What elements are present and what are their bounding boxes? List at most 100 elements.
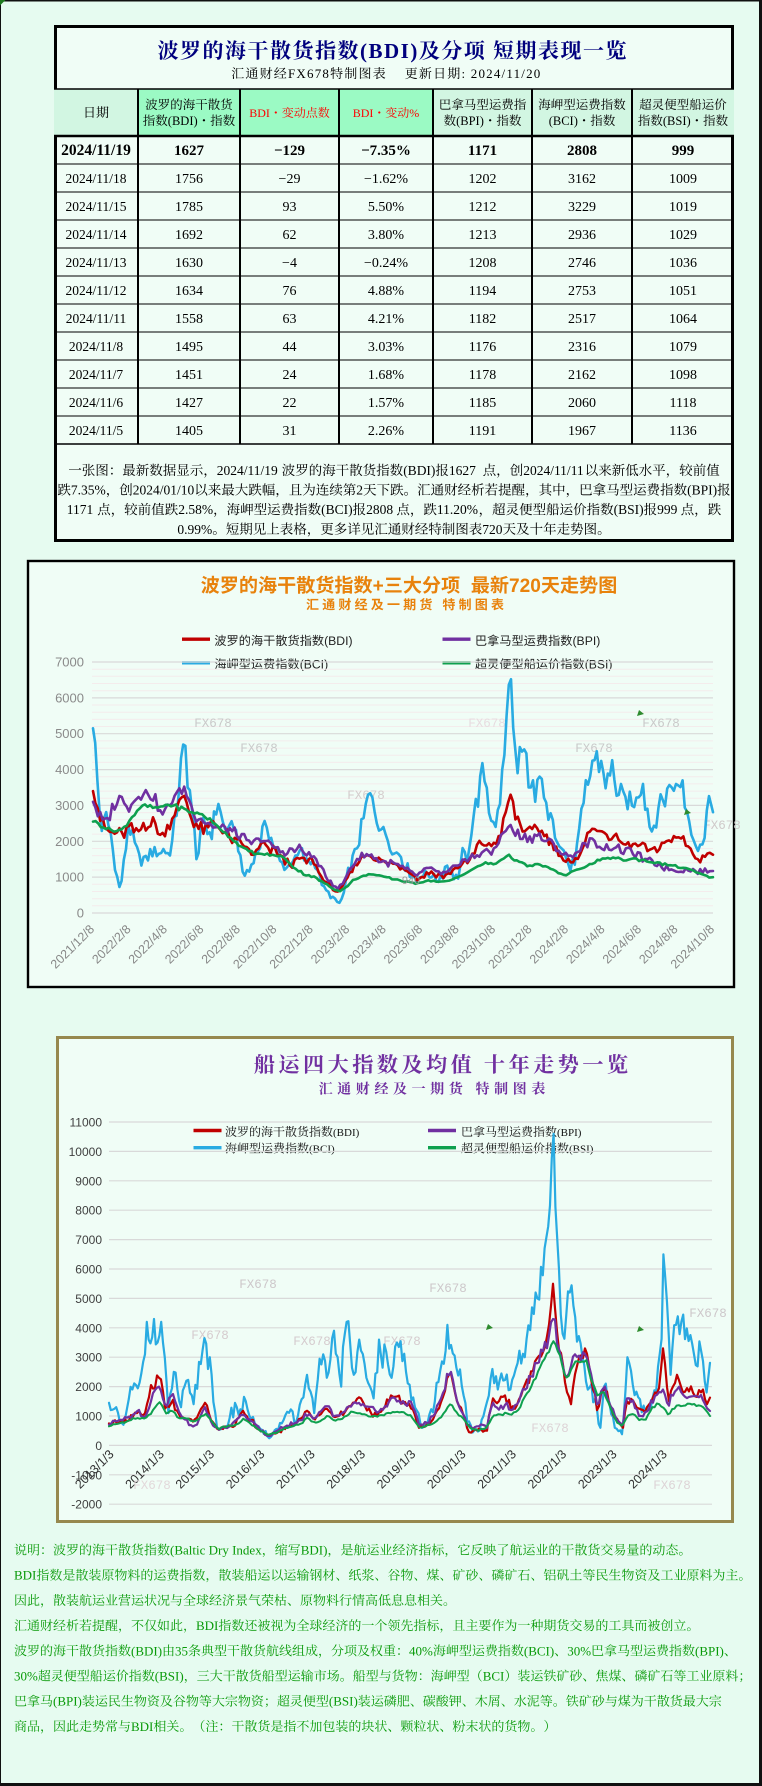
svg-text:10000: 10000	[69, 1145, 103, 1159]
svg-text:3000: 3000	[55, 798, 84, 813]
svg-text:1051: 1051	[669, 284, 697, 299]
svg-text:1000: 1000	[55, 870, 84, 885]
svg-text:BDI: BDI	[131, 1719, 153, 1734]
svg-text:44: 44	[283, 340, 297, 355]
svg-text:2024/11/15: 2024/11/15	[65, 199, 126, 214]
svg-text:(BPI): (BPI)	[456, 114, 484, 128]
svg-text:1136: 1136	[669, 424, 696, 439]
svg-text:1495: 1495	[175, 340, 203, 355]
svg-text:FX678: FX678	[703, 819, 741, 833]
svg-text:7000: 7000	[75, 1233, 102, 1247]
svg-text:2.58%: 2.58%	[178, 502, 213, 517]
svg-text:0: 0	[77, 906, 84, 921]
svg-text:2024/11/12: 2024/11/12	[65, 283, 126, 298]
svg-text:6000: 6000	[75, 1263, 102, 1277]
svg-text:940: 940	[402, 875, 420, 887]
svg-text:8000: 8000	[75, 1204, 102, 1218]
svg-text:1213: 1213	[469, 228, 497, 243]
svg-text:−29: −29	[279, 172, 301, 187]
svg-text:1627: 1627	[449, 463, 476, 478]
svg-text:BCI: BCI	[483, 1669, 505, 1684]
svg-text:FX678: FX678	[293, 1335, 331, 1349]
svg-text:BDI: BDI	[353, 106, 374, 120]
svg-text:-2000: -2000	[71, 1498, 102, 1512]
svg-text:3.80%: 3.80%	[368, 228, 405, 243]
svg-text:(BPI): (BPI)	[557, 1127, 582, 1139]
svg-text:4.21%: 4.21%	[368, 312, 405, 327]
svg-text:FX678: FX678	[653, 1479, 691, 1493]
svg-text:FX678: FX678	[239, 1278, 277, 1292]
svg-text:1630: 1630	[175, 256, 203, 271]
svg-text:4.88%: 4.88%	[368, 284, 405, 299]
svg-text:1202: 1202	[469, 172, 497, 187]
svg-text:999: 999	[672, 143, 695, 159]
svg-text:0: 0	[95, 1439, 102, 1453]
svg-text:1182: 1182	[469, 312, 496, 327]
svg-text:1064: 1064	[669, 312, 697, 327]
svg-text:FX678: FX678	[347, 789, 385, 803]
svg-text:1785: 1785	[175, 200, 203, 215]
svg-text:1634: 1634	[175, 284, 203, 299]
svg-text:11000: 11000	[70, 1116, 103, 1130]
svg-text:2000: 2000	[55, 834, 84, 849]
svg-text:1178: 1178	[469, 368, 496, 383]
svg-text:2936: 2936	[568, 228, 596, 243]
svg-text:FX678: FX678	[383, 1335, 421, 1349]
svg-text:(BCI): (BCI)	[549, 114, 578, 128]
svg-text:BDI: BDI	[249, 106, 270, 120]
svg-text:3162: 3162	[568, 172, 596, 187]
svg-text:1009: 1009	[669, 172, 697, 187]
svg-text:BDI): BDI)	[301, 1543, 328, 1558]
svg-text:1019: 1019	[669, 200, 697, 215]
svg-text:2024/11/14: 2024/11/14	[65, 227, 126, 242]
svg-text:6000: 6000	[55, 690, 84, 705]
svg-text:1176: 1176	[469, 340, 496, 355]
svg-text:(BCI): (BCI)	[524, 1643, 554, 1658]
svg-text:2024/11/13: 2024/11/13	[65, 255, 126, 270]
svg-text:(BDI): (BDI)	[168, 114, 198, 128]
svg-text:63: 63	[283, 312, 297, 327]
svg-text:1558: 1558	[175, 312, 203, 327]
svg-text:−7.35%: −7.35%	[361, 143, 411, 159]
svg-text:(BDI): (BDI)	[333, 1127, 360, 1139]
svg-text:+: +	[373, 576, 384, 597]
svg-text:1171: 1171	[468, 143, 497, 159]
svg-text:(BDI): (BDI)	[360, 39, 419, 63]
svg-text:5000: 5000	[55, 726, 84, 741]
svg-text:FX678: FX678	[642, 717, 680, 731]
svg-text:1405: 1405	[175, 424, 203, 439]
svg-text:1451: 1451	[175, 368, 203, 383]
svg-text:%: %	[409, 106, 419, 120]
svg-text:4000: 4000	[55, 762, 84, 777]
svg-text:1194: 1194	[469, 284, 496, 299]
svg-text:2024/11/8: 2024/11/8	[69, 339, 124, 354]
svg-text:999: 999	[657, 502, 678, 517]
svg-text:2024/11/11: 2024/11/11	[66, 311, 127, 326]
svg-text:(BDI): (BDI)	[131, 1643, 162, 1658]
svg-text:(BSI): (BSI)	[329, 1694, 358, 1709]
svg-text:2316: 2316	[568, 340, 596, 355]
svg-text:FX678: FX678	[429, 1282, 467, 1296]
svg-text:1692: 1692	[175, 228, 203, 243]
svg-text:3000: 3000	[75, 1351, 102, 1365]
svg-text:2024/11/19: 2024/11/19	[61, 142, 131, 159]
svg-text:1079: 1079	[669, 340, 697, 355]
svg-text:−1.62%: −1.62%	[364, 172, 408, 187]
svg-text:(BSI): (BSI)	[663, 114, 691, 128]
svg-text:1185: 1185	[469, 396, 496, 411]
svg-text:2024/11/11: 2024/11/11	[523, 463, 584, 478]
svg-text:(BPI): (BPI)	[687, 483, 717, 498]
svg-text:1118: 1118	[670, 396, 697, 411]
svg-text:720: 720	[482, 522, 503, 537]
svg-text:FX678: FX678	[575, 742, 613, 756]
svg-text:: 2024/11/20: : 2024/11/20	[462, 66, 542, 81]
svg-text:(BPI): (BPI)	[573, 634, 601, 648]
svg-text:FX678: FX678	[194, 717, 232, 731]
svg-text:2746: 2746	[568, 256, 596, 271]
svg-text:−0.24%: −0.24%	[364, 256, 408, 271]
svg-text:FX678: FX678	[240, 742, 278, 756]
svg-text:1029: 1029	[669, 228, 697, 243]
svg-text:FX678: FX678	[689, 1307, 727, 1321]
svg-text:(BDI): (BDI)	[403, 463, 435, 478]
svg-text:40%: 40%	[409, 1643, 433, 1658]
